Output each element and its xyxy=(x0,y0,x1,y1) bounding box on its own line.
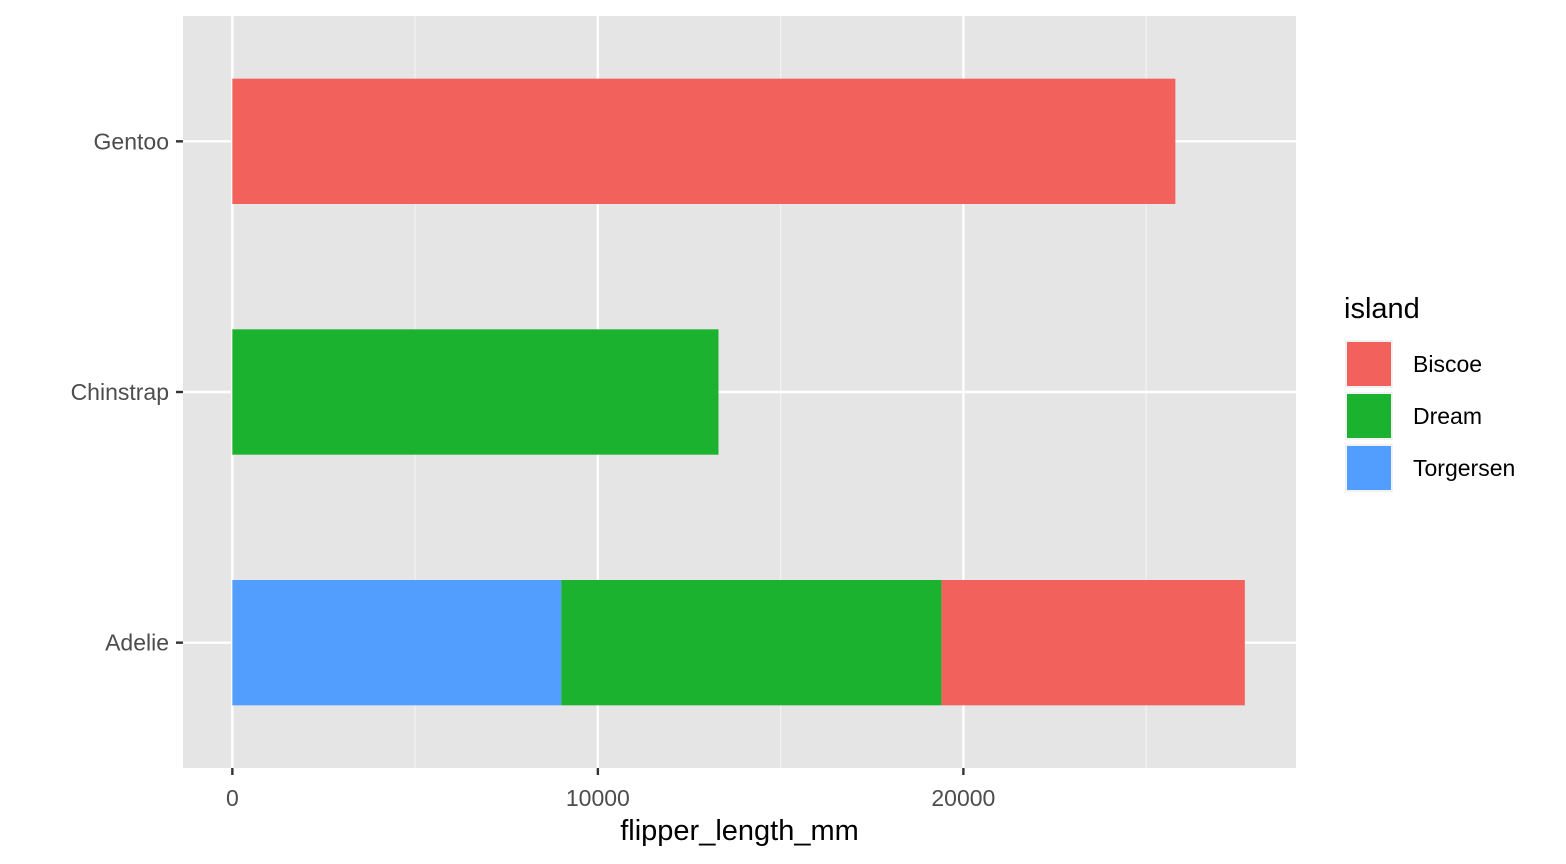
y-tick-label: Chinstrap xyxy=(71,379,169,405)
legend-key-biscoe xyxy=(1347,342,1391,386)
legend-label-torgersen: Torgersen xyxy=(1413,455,1515,481)
y-tick-label: Gentoo xyxy=(94,128,169,154)
legend-label-dream: Dream xyxy=(1413,403,1482,429)
bars xyxy=(232,78,1245,706)
legend-label-biscoe: Biscoe xyxy=(1413,351,1482,377)
bar-chinstrap-dream xyxy=(232,329,719,455)
x-axis-title: flipper_length_mm xyxy=(620,815,859,847)
x-tick-label: 10000 xyxy=(566,785,630,811)
axes: Adelie Chinstrap Gentoo 0 10000 20000 xyxy=(71,128,996,811)
legend-key-dream xyxy=(1347,394,1391,438)
x-tick-label: 20000 xyxy=(931,785,995,811)
legend-key-torgersen xyxy=(1347,446,1391,490)
bar-gentoo-biscoe xyxy=(232,78,1176,204)
x-tick-label: 0 xyxy=(226,785,239,811)
bar-adelie-dream xyxy=(561,580,942,706)
y-tick-label: Adelie xyxy=(105,630,169,656)
legend-title: island xyxy=(1344,293,1420,325)
bar-adelie-biscoe xyxy=(941,580,1245,706)
bar-adelie-torgersen xyxy=(232,580,562,706)
legend: island Biscoe Dream Torgersen xyxy=(1344,293,1515,492)
